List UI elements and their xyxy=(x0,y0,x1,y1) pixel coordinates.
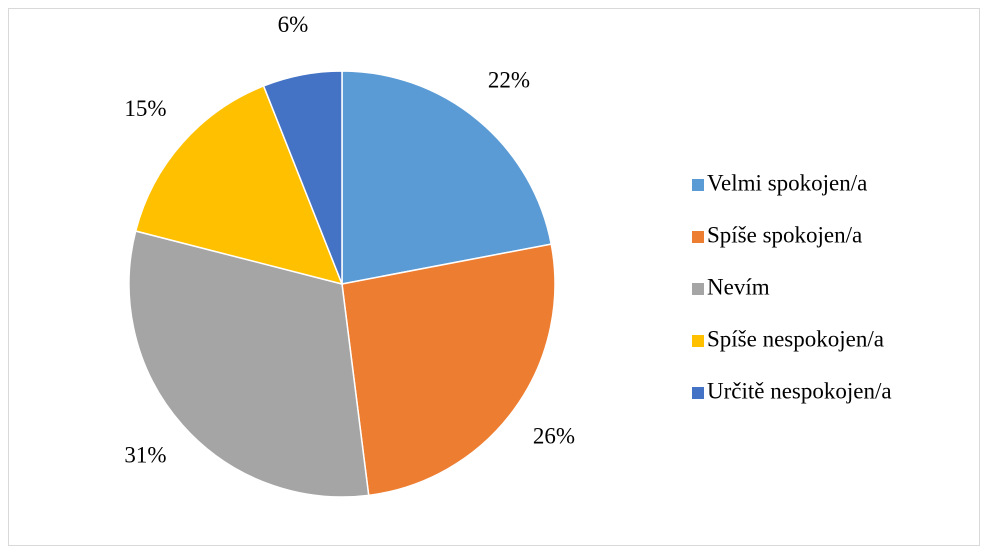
legend-swatch xyxy=(692,179,704,191)
pie-slice xyxy=(262,70,343,285)
pie-slice xyxy=(134,84,344,286)
data-label: 31% xyxy=(124,443,166,468)
pie-slice xyxy=(341,70,553,285)
pie-slice xyxy=(341,243,556,497)
legend-label: Spíše spokojen/a xyxy=(707,222,862,247)
legend-swatch xyxy=(692,231,704,243)
legend-label: Určitě nespokojen/a xyxy=(707,378,892,403)
legend-label: Nevím xyxy=(707,274,770,299)
legend-label: Spíše nespokojen/a xyxy=(707,326,884,351)
data-label: 6% xyxy=(278,12,309,37)
data-label: 15% xyxy=(124,96,166,121)
legend-swatch xyxy=(692,283,704,295)
legend-swatch xyxy=(692,387,704,399)
legend-label: Velmi spokojen/a xyxy=(707,170,867,195)
data-label: 26% xyxy=(533,423,575,448)
legend-swatch xyxy=(692,335,704,347)
data-label: 22% xyxy=(488,67,530,92)
pie-slice xyxy=(128,230,370,498)
